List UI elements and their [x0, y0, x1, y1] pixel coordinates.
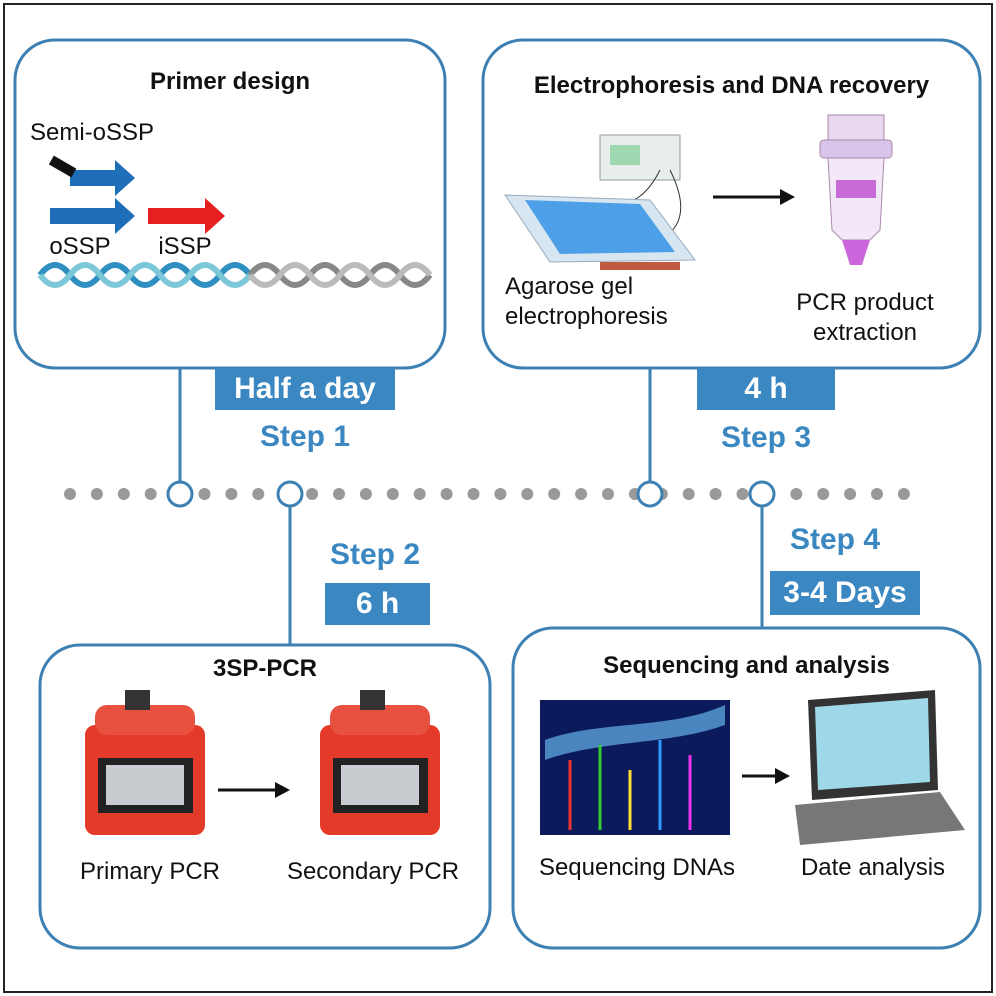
timeline-dot	[90, 488, 103, 500]
box-title: 3SP-PCR	[212, 655, 318, 682]
gel-illustration	[504, 114, 893, 270]
label: PCR product extraction	[796, 289, 934, 346]
timeline-dot	[225, 488, 238, 500]
timeline-marker	[276, 480, 304, 508]
label: Semi-oSSP	[30, 119, 155, 146]
timeline-dot	[897, 488, 910, 500]
step-label: Step 3	[720, 421, 812, 454]
timeline-dot	[494, 488, 507, 500]
label: Sequencing DNAs	[538, 854, 736, 881]
timeline-dot	[817, 488, 830, 500]
timeline-dot	[198, 488, 211, 500]
timeline-dot	[682, 488, 695, 500]
timeline-dot	[709, 488, 722, 500]
label: Primary PCR	[79, 858, 220, 885]
timeline-dot	[602, 488, 614, 500]
timeline-dot	[548, 488, 561, 500]
timeline-dot	[117, 488, 130, 500]
pcr-machines	[85, 690, 440, 835]
timeline-dot	[144, 488, 157, 500]
step-label: Step 1	[259, 420, 351, 453]
timeline-dot	[467, 488, 480, 500]
timeline-dot	[252, 488, 265, 500]
label: Date analysis	[800, 854, 946, 881]
box-title: Sequencing and analysis	[603, 652, 890, 679]
timeline-dot	[386, 488, 399, 500]
step-label: Step 4	[789, 523, 881, 556]
label: iSSP	[158, 233, 212, 260]
timeline-dot	[440, 488, 453, 500]
step-2-box	[38, 643, 492, 950]
duration-badge: Half a day	[215, 368, 395, 410]
primer-illustration	[37, 155, 433, 288]
step-label: Step 2	[329, 538, 421, 571]
sequencing-illustration	[540, 690, 965, 845]
timeline-dot	[871, 488, 883, 500]
timeline-dot	[306, 488, 319, 500]
timeline-marker	[636, 480, 664, 508]
timeline-dot	[413, 488, 426, 500]
timeline-dot	[844, 488, 857, 500]
duration-badge: 6 h	[325, 583, 430, 625]
box-title: Electrophoresis and DNA recovery	[533, 72, 930, 99]
label: Secondary PCR	[286, 858, 460, 885]
outer-border	[3, 3, 993, 993]
timeline-dot	[359, 488, 372, 500]
timeline-marker	[748, 480, 776, 508]
timeline-dot	[575, 488, 588, 500]
timeline-dot	[736, 488, 749, 500]
box-title: Primer design	[149, 68, 311, 95]
step-4-box	[511, 626, 982, 950]
timeline-marker	[166, 480, 194, 508]
label: oSSP	[49, 233, 111, 260]
timeline-dot	[64, 488, 76, 500]
duration-badge: 4 h	[697, 368, 835, 410]
label: Agarose gel electrophoresis	[505, 273, 668, 330]
duration-badge: 3-4 Days	[770, 571, 920, 615]
timeline-dot	[333, 488, 345, 500]
timeline-dot	[521, 488, 534, 500]
timeline-dot	[790, 488, 803, 500]
